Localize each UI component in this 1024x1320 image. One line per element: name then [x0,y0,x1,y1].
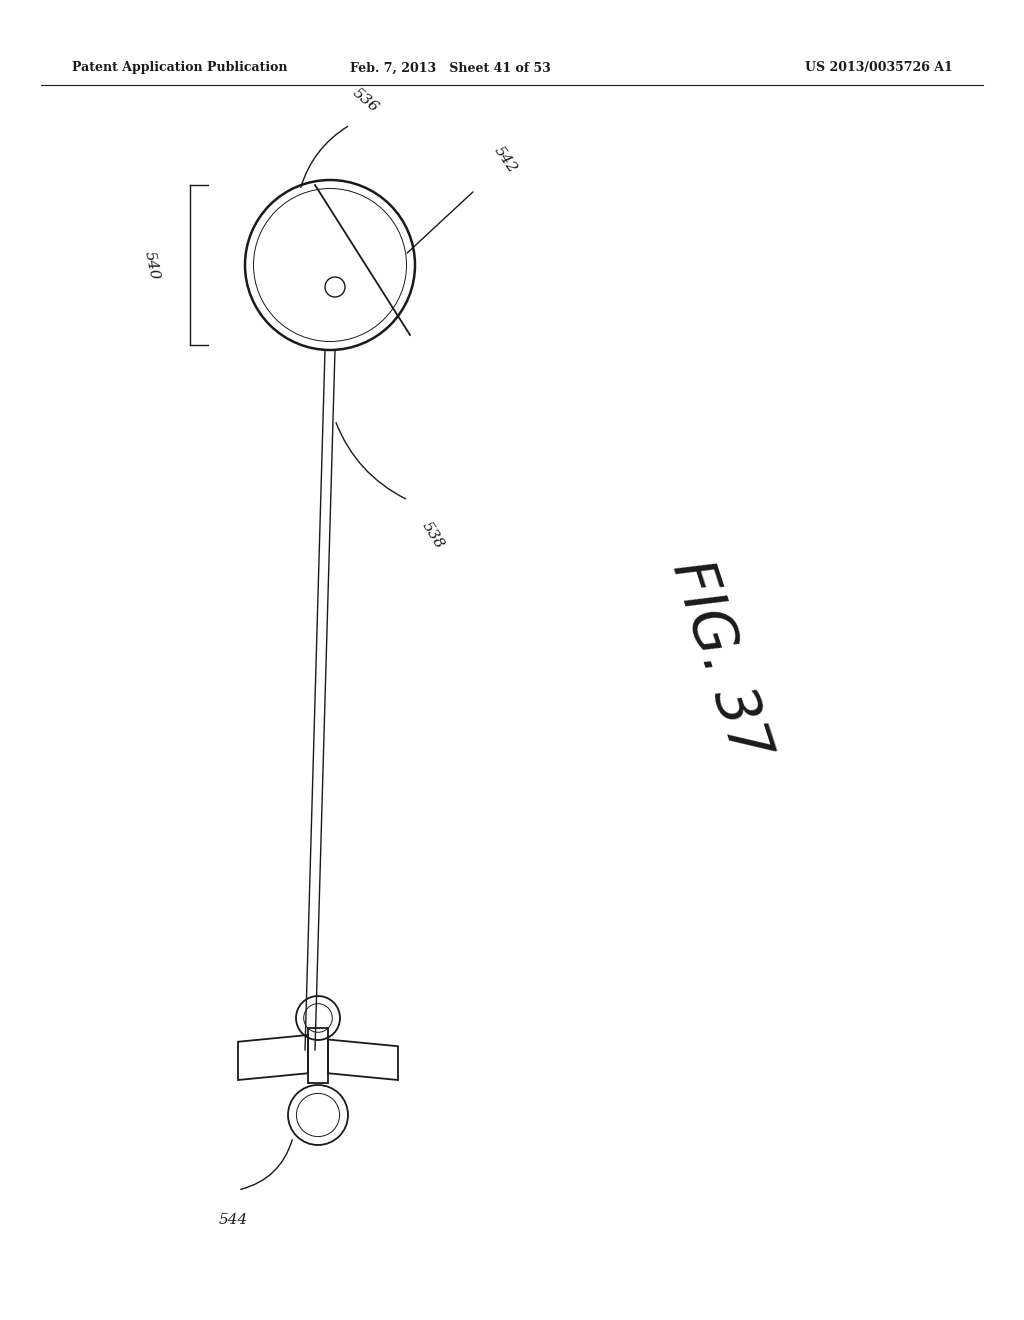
Bar [308,1028,328,1082]
Text: 542: 542 [490,144,519,176]
Text: 544: 544 [218,1213,248,1228]
Text: 538: 538 [419,519,446,552]
Text: 536: 536 [349,86,381,115]
Text: Patent Application Publication: Patent Application Publication [72,62,287,74]
Text: FIG. 37: FIG. 37 [660,553,779,767]
Text: 540: 540 [142,249,162,281]
Text: US 2013/0035726 A1: US 2013/0035726 A1 [805,62,952,74]
Text: Feb. 7, 2013   Sheet 41 of 53: Feb. 7, 2013 Sheet 41 of 53 [350,62,551,74]
